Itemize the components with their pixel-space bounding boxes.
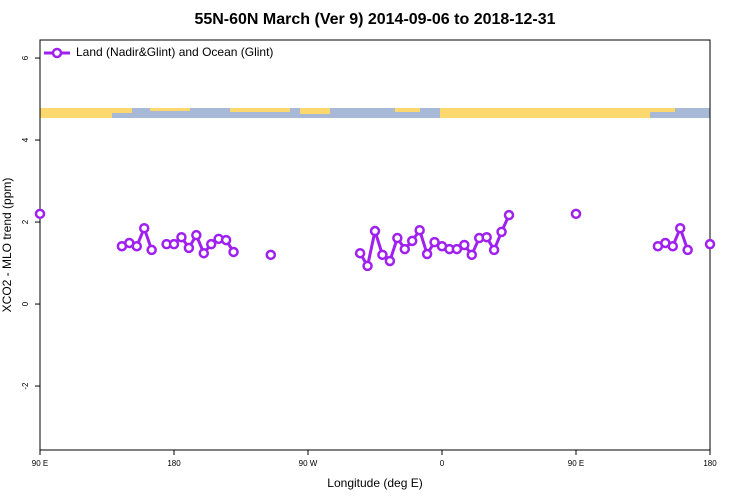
point: [168, 238, 180, 250]
y-tick-label: 0: [21, 301, 30, 306]
point: [466, 249, 478, 261]
ocean: [40, 108, 710, 118]
x-tick-label: 180: [167, 459, 181, 468]
map-strip: [40, 108, 710, 118]
y-tick-label: 2: [21, 219, 30, 224]
y-tick-label: 4: [21, 137, 30, 142]
point: [503, 209, 515, 221]
point: [198, 247, 210, 259]
y-axis-label: XCO2 - MLO trend (ppm): [0, 178, 14, 313]
point: [220, 234, 232, 246]
x-tick-label: 90 E: [32, 459, 48, 468]
point: [228, 246, 239, 258]
point: [362, 260, 373, 272]
point: [146, 244, 157, 256]
point: [406, 235, 418, 247]
point: [459, 239, 470, 251]
land: [150, 108, 190, 111]
point: [399, 243, 411, 255]
x-tick-label: 180: [703, 459, 717, 468]
point: [481, 231, 492, 243]
land: [230, 108, 290, 112]
point: [421, 248, 433, 260]
land: [460, 108, 650, 118]
legend: Land (Nadir&Glint) and Ocean (Glint): [44, 45, 273, 59]
x-tick-label: 90 W: [299, 459, 318, 468]
point: [191, 229, 202, 241]
point: [667, 240, 679, 252]
point: [384, 255, 396, 267]
point: [131, 240, 143, 252]
land: [112, 108, 132, 113]
y-tick-label: -2: [21, 382, 30, 390]
land: [40, 108, 112, 118]
chart-title: 55N-60N March (Ver 9) 2014-09-06 to 2018…: [194, 11, 555, 28]
point: [451, 243, 463, 255]
point: [265, 249, 277, 261]
land: [440, 108, 460, 118]
point: [369, 225, 381, 237]
legend-marker: [51, 47, 63, 59]
point: [570, 208, 582, 220]
point: [205, 238, 217, 250]
point: [377, 249, 388, 261]
point: [488, 244, 500, 256]
x-tick-label: 90 E: [568, 459, 584, 468]
x-axis-label: Longitude (deg E): [327, 476, 422, 490]
point: [674, 222, 686, 234]
point: [138, 222, 150, 234]
land: [300, 108, 330, 114]
point: [392, 232, 403, 244]
land: [650, 108, 675, 112]
point: [34, 208, 46, 220]
land: [395, 108, 420, 112]
point: [429, 236, 440, 248]
point: [176, 231, 187, 243]
legend-label: Land (Nadir&Glint) and Ocean (Glint): [76, 45, 273, 59]
point: [183, 242, 195, 254]
x-tick-label: 0: [440, 459, 445, 468]
point: [414, 224, 425, 236]
y-tick-label: 6: [21, 55, 30, 60]
point: [354, 247, 366, 259]
point: [704, 238, 716, 250]
point: [682, 244, 693, 256]
point: [496, 226, 507, 238]
